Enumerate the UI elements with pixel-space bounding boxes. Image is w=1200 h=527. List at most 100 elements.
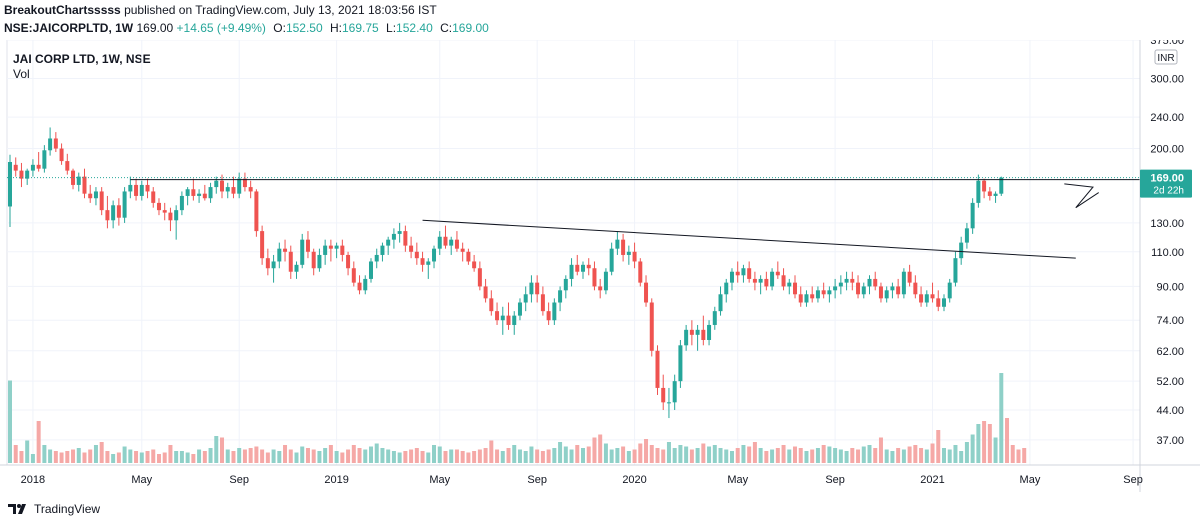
- y-tick-label: 37.00: [1156, 435, 1184, 447]
- x-tick-label: 2020: [622, 474, 646, 486]
- candle-body: [964, 228, 969, 243]
- candle-body: [483, 286, 488, 299]
- volume-bar: [48, 449, 53, 463]
- volume-bar: [558, 442, 563, 463]
- candle-body: [729, 271, 734, 283]
- candle-body: [248, 187, 253, 192]
- symbol-info: NSE:JAICORPLTD, 1W 169.00 +14.65 (+9.49%…: [4, 21, 489, 35]
- volume-bar: [815, 448, 820, 463]
- candle-body: [323, 245, 328, 255]
- candle: [214, 176, 219, 194]
- time-axis[interactable]: 2018 May Sep 2019 May Sep 2020 May Sep 2021 May Sep: [0, 464, 1200, 486]
- candle: [747, 261, 752, 283]
- candle-body: [678, 345, 683, 382]
- candle: [151, 187, 156, 208]
- candle-body: [151, 191, 156, 203]
- candle: [924, 290, 929, 307]
- volume-legend[interactable]: Vol: [13, 67, 30, 81]
- candle-body: [569, 264, 574, 279]
- volume-bar: [420, 451, 425, 463]
- volume-bar: [328, 445, 333, 463]
- candle-body: [540, 294, 545, 312]
- volume-bar: [340, 452, 345, 463]
- volume-bar: [403, 451, 408, 463]
- candle: [907, 264, 912, 287]
- volume-bar: [707, 446, 712, 463]
- volume-bar: [896, 448, 901, 463]
- candle-body: [449, 239, 454, 246]
- candle: [128, 176, 133, 199]
- candle: [982, 178, 987, 199]
- candle: [764, 271, 769, 291]
- volume-bar: [873, 448, 878, 463]
- candle: [277, 242, 282, 269]
- candle-body: [305, 239, 310, 252]
- price-axis[interactable]: 375.00 300.00 240.00 200.00 130.00 110.00 90.0…: [1139, 40, 1192, 492]
- candle: [861, 282, 866, 299]
- candle-body: [661, 387, 666, 403]
- candle: [517, 298, 522, 321]
- candle-body: [970, 202, 975, 229]
- candle: [265, 248, 270, 276]
- candle: [443, 225, 448, 249]
- volume-bar: [191, 454, 196, 463]
- candle: [340, 239, 345, 262]
- candle-body: [626, 251, 631, 255]
- candle: [30, 159, 35, 177]
- volume-bar: [644, 439, 649, 463]
- volume-bar: [277, 451, 282, 463]
- candle: [71, 168, 76, 190]
- volume-bar: [884, 449, 889, 463]
- candle: [919, 286, 924, 307]
- x-tick-label: Sep: [527, 474, 547, 486]
- volume-bar: [684, 446, 689, 463]
- volume-bar: [42, 445, 47, 463]
- candle: [718, 286, 723, 316]
- brand-name[interactable]: TradingView: [34, 502, 101, 516]
- volume-bar: [265, 452, 270, 463]
- candle: [707, 320, 712, 346]
- volume-bar: [489, 440, 494, 463]
- candle-body: [815, 290, 820, 299]
- candle-body: [454, 239, 459, 249]
- candle-body: [53, 138, 58, 149]
- candle: [581, 261, 585, 279]
- candle-body: [374, 254, 379, 262]
- volume-bar: [220, 437, 225, 463]
- candle-body: [391, 233, 396, 240]
- volume-bar: [346, 449, 351, 463]
- volume-bar: [368, 446, 373, 463]
- candle-body: [770, 271, 775, 287]
- candle: [873, 271, 878, 291]
- author-name[interactable]: BreakoutChartsssss: [4, 3, 121, 17]
- volume-bar: [666, 442, 671, 463]
- volume-bar: [535, 449, 540, 463]
- candle-body: [535, 282, 540, 295]
- candle: [781, 268, 786, 291]
- candle: [896, 278, 901, 299]
- candle: [99, 187, 104, 216]
- candle: [632, 242, 637, 269]
- candle-body: [901, 271, 906, 295]
- price-change: +14.65 (+9.49%): [176, 21, 266, 35]
- candle: [19, 162, 24, 188]
- volume-bar: [867, 445, 872, 463]
- footer: TradingView: [8, 502, 100, 516]
- series-title[interactable]: JAI CORP LTD, 1W, NSE: [13, 52, 151, 66]
- volume-bar: [506, 448, 511, 463]
- candle: [454, 231, 459, 252]
- y-tick-label: 130.00: [1150, 218, 1184, 230]
- candle-body: [162, 210, 167, 213]
- volume-bar: [374, 443, 379, 463]
- candle-body: [907, 271, 912, 283]
- candle-body: [689, 329, 694, 335]
- tradingview-logo-icon[interactable]: [8, 502, 30, 516]
- volume-bar: [941, 448, 946, 463]
- candle: [563, 275, 568, 299]
- volume-bar: [380, 448, 385, 463]
- volume-bar: [391, 451, 396, 463]
- candlestick-chart[interactable]: 375.00 300.00 240.00 200.00 130.00 110.00 90.0…: [0, 40, 1200, 492]
- volume-bar: [334, 451, 339, 463]
- y-tick-label: 90.00: [1156, 281, 1184, 293]
